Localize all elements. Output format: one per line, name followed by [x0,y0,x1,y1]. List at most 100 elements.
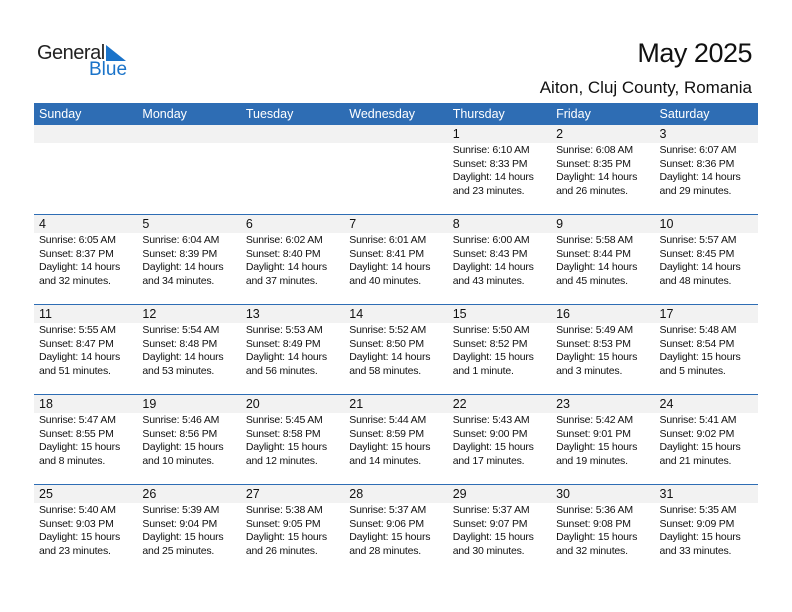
day-cell: 1 Sunrise: 6:10 AM Sunset: 8:33 PM Daylight… [447,125,552,214]
day-number: 30 [556,487,571,501]
day-number: 14 [349,307,364,321]
empty-day-cell [34,125,138,214]
day-band [240,305,345,323]
sunrise-time: Sunrise: 5:46 AM [142,414,220,426]
daylight-hours: Daylight: 14 hours [245,351,327,363]
daylight-hours: Daylight: 15 hours [349,531,431,543]
daylight-minutes: and 25 minutes. [142,544,215,557]
sunset-time: Sunset: 8:43 PM [452,247,528,260]
day-cell: 29 Sunrise: 5:37 AM Sunset: 9:07 PM Dayligh… [447,485,552,574]
day-band [137,125,241,143]
day-band [551,305,655,323]
sunset-time: Sunset: 9:07 PM [452,517,528,530]
day-number: 31 [659,487,674,501]
day-band [551,125,655,143]
day-cell: 24 Sunrise: 5:41 AM Sunset: 9:02 PM Dayligh… [654,395,758,484]
day-number: 6 [245,217,253,231]
sunrise-time: Sunrise: 5:41 AM [659,414,737,426]
day-number: 21 [349,397,364,411]
day-cell: 23 Sunrise: 5:42 AM Sunset: 9:01 PM Dayligh… [551,395,655,484]
daylight-minutes: and 48 minutes. [659,274,732,287]
sunset-time: Sunset: 8:55 PM [39,427,114,440]
weekday-monday: Monday [142,107,187,121]
daylight-minutes: and 17 minutes. [452,454,525,467]
daylight-minutes: and 30 minutes. [452,544,525,557]
daylight-hours: Daylight: 15 hours [452,531,534,543]
daylight-hours: Daylight: 14 hours [452,261,534,273]
day-cell: 28 Sunrise: 5:37 AM Sunset: 9:06 PM Dayligh… [344,485,448,574]
weekday-wednesday: Wednesday [349,107,416,121]
day-band [34,125,138,143]
sunset-time: Sunset: 8:50 PM [349,337,424,350]
weekday-saturday: Saturday [659,107,710,121]
sunrise-time: Sunrise: 5:44 AM [349,414,427,426]
day-cell: 26 Sunrise: 5:39 AM Sunset: 9:04 PM Dayligh… [137,485,241,574]
day-band [34,395,138,413]
daylight-minutes: and 51 minutes. [39,364,111,377]
day-band [654,125,758,143]
empty-day-cell [344,125,448,214]
day-number: 5 [142,217,150,231]
sunrise-time: Sunrise: 5:50 AM [452,324,530,336]
sunrise-time: Sunrise: 5:55 AM [39,324,116,336]
weekday-sunday: Sunday [39,107,82,121]
sunset-time: Sunset: 8:49 PM [245,337,321,350]
sunrise-time: Sunrise: 5:39 AM [142,504,220,516]
day-band [137,305,241,323]
day-cell: 14 Sunrise: 5:52 AM Sunset: 8:50 PM Dayligh… [344,305,448,394]
day-cell: 8 Sunrise: 6:00 AM Sunset: 8:43 PM Daylight… [447,215,552,304]
empty-day-cell [137,125,241,214]
week-row: 25 Sunrise: 5:40 AM Sunset: 9:03 PM Dayligh… [34,484,758,574]
logo-word-general: General [37,42,105,64]
weekday-thursday: Thursday [452,107,505,121]
daylight-minutes: and 5 minutes. [659,364,726,377]
day-band [654,485,758,503]
day-band [654,215,758,233]
daylight-minutes: and 26 minutes. [245,544,318,557]
sunset-time: Sunset: 9:01 PM [556,427,631,440]
day-cell: 17 Sunrise: 5:48 AM Sunset: 8:54 PM Dayligh… [654,305,758,394]
day-number: 12 [142,307,157,321]
sunrise-time: Sunrise: 6:05 AM [39,234,116,246]
day-number: 15 [452,307,467,321]
sunrise-time: Sunrise: 5:43 AM [452,414,530,426]
day-cell: 22 Sunrise: 5:43 AM Sunset: 9:00 PM Dayligh… [447,395,552,484]
daylight-minutes: and 56 minutes. [245,364,318,377]
sunset-time: Sunset: 8:37 PM [39,247,114,260]
day-band [344,305,448,323]
sunrise-time: Sunrise: 6:00 AM [452,234,530,246]
day-number: 28 [349,487,364,501]
sunrise-time: Sunrise: 5:49 AM [556,324,633,336]
daylight-hours: Daylight: 14 hours [39,261,121,273]
daylight-minutes: and 45 minutes. [556,274,628,287]
day-cell: 13 Sunrise: 5:53 AM Sunset: 8:49 PM Dayligh… [240,305,345,394]
day-cell: 21 Sunrise: 5:44 AM Sunset: 8:59 PM Dayligh… [344,395,448,484]
daylight-minutes: and 19 minutes. [556,454,628,467]
daylight-hours: Daylight: 14 hours [659,171,741,183]
sunrise-time: Sunrise: 5:52 AM [349,324,427,336]
sunset-time: Sunset: 9:03 PM [39,517,114,530]
sunset-time: Sunset: 8:36 PM [659,157,735,170]
day-cell: 5 Sunrise: 6:04 AM Sunset: 8:39 PM Daylight… [137,215,241,304]
day-cell: 7 Sunrise: 6:01 AM Sunset: 8:41 PM Daylight… [344,215,448,304]
location: Aiton, Cluj County, Romania [539,78,752,97]
sunset-time: Sunset: 8:45 PM [659,247,735,260]
day-band [137,215,241,233]
sunrise-time: Sunrise: 5:35 AM [659,504,737,516]
day-band [137,485,241,503]
day-cell: 16 Sunrise: 5:49 AM Sunset: 8:53 PM Dayligh… [551,305,655,394]
daylight-minutes: and 8 minutes. [39,454,106,467]
day-cell: 6 Sunrise: 6:02 AM Sunset: 8:40 PM Daylight… [240,215,345,304]
empty-day-cell [240,125,345,214]
daylight-minutes: and 32 minutes. [39,274,111,287]
day-cell: 15 Sunrise: 5:50 AM Sunset: 8:52 PM Dayligh… [447,305,552,394]
sunset-time: Sunset: 9:00 PM [452,427,528,440]
day-cell: 9 Sunrise: 5:58 AM Sunset: 8:44 PM Daylight… [551,215,655,304]
sunrise-time: Sunrise: 5:36 AM [556,504,633,516]
day-band [447,125,552,143]
day-cell: 10 Sunrise: 5:57 AM Sunset: 8:45 PM Dayligh… [654,215,758,304]
day-number: 16 [556,307,571,321]
sunrise-time: Sunrise: 6:07 AM [659,144,737,156]
week-row: 11 Sunrise: 5:55 AM Sunset: 8:47 PM Dayligh… [34,304,758,394]
sunset-time: Sunset: 8:39 PM [142,247,218,260]
